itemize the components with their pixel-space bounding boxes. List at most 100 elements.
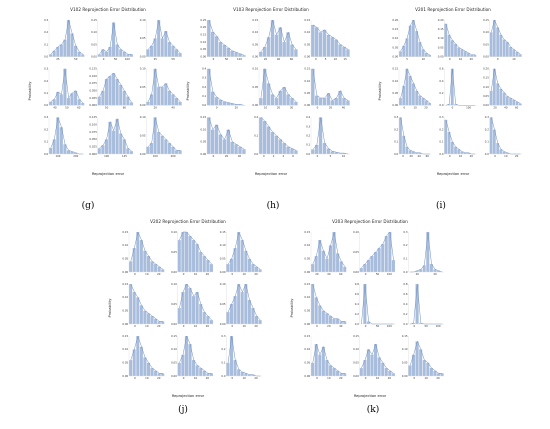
histogram-bar [139,346,144,377]
histogram-bar [398,51,403,57]
chart-panel-5: V203 Reprojection Error Distribution Prob… [290,219,444,398]
x-tick-label: 100 [466,106,471,110]
histogram-bar [322,29,327,57]
density-curve [312,68,349,101]
histogram-bar [408,75,412,106]
y-axis-label: Probability [28,81,32,101]
histogram-bar [202,311,207,325]
density-curve [147,117,181,151]
x-tick-label: 50 [225,57,229,61]
y-tick-label: 0.00 [252,103,258,107]
y-tick-label: 0.0 [44,152,48,156]
histogram-bar [330,100,335,106]
x-tick-label: 0 [183,324,185,328]
histogram-bar [330,37,335,57]
histogram-bar [314,343,318,377]
x-tick-label: 0 [231,272,233,276]
histogram-bar [418,95,422,106]
histogram-bar [167,41,172,57]
histogram-bar [218,99,223,106]
y-tick-label: 0.15 [200,115,206,119]
y-tick-label: 0.8 [403,282,407,286]
histogram-bar [499,34,503,57]
histogram-bar [318,32,323,57]
histogram-bar [48,101,53,106]
histogram-bar [310,362,315,377]
x-tick-label: 20 [339,376,343,380]
y-tick-label: 0.10 [304,30,310,34]
histogram-bar [177,362,182,377]
histogram-bar [457,47,461,57]
subplot-9: 0.0 0.1 0.2 0.3 0 10 20 [221,334,262,380]
subplot-5: 0.00 0.05 0.10 10 20 30 [252,67,298,110]
x-axis-label: Reprojection error [172,394,205,398]
x-tick-label: 10 [376,376,380,380]
histogram-bar [244,250,248,273]
x-tick-label: 0 [494,154,496,158]
subplot-8: 0.00 0.05 0.10 0.15 0 10 20 [353,334,396,380]
histogram-bar [108,75,112,106]
histogram-bar [421,97,425,106]
y-tick-label: 0.10 [483,30,489,34]
x-tick-label: 10 [334,57,338,61]
y-tick-label: 0.00 [392,55,398,59]
histogram-bar [339,373,343,377]
chart-title: V203 Reprojection Error Distribution [332,219,408,224]
histogram-bar [111,72,116,106]
histogram-bar [177,307,182,325]
density-curve [50,116,83,155]
y-tick-label: 0.075 [89,130,97,134]
density-curve [147,68,181,102]
x-tick-label: 0 [183,376,185,380]
histogram-bar [258,319,262,325]
y-tick-label: 0.2 [44,79,48,83]
histogram-bar [146,255,151,273]
histogram-bar [153,117,157,155]
y-tick-label: 0.15 [304,18,310,22]
subplot-9: 0.00 0.05 0.10 0.15 0 10 20 [402,334,444,380]
subplot-8: 0.000 0.025 0.050 0.075 0.100 0.125 100 125 [89,115,134,158]
y-tick-label: 0.100 [89,123,97,127]
x-tick-label: 0 [231,324,233,328]
y-tick-label: 0.050 [89,137,97,141]
histogram-bar [97,148,102,155]
y-tick-label: 0.125 [89,115,97,119]
subplot-7: 0.0 0.1 0.2 0.3 100 200 [44,115,85,158]
y-tick-label: 0.05 [200,140,206,144]
subplot-9: 0.0 0.1 0.2 0.3 0 10 20 [485,115,522,158]
histogram-bar [422,265,426,273]
y-tick-label: 0.00 [122,374,128,378]
y-tick-label: 0.10 [220,282,226,286]
y-tick-label: 0.15 [122,334,128,338]
histogram-bar [505,41,509,57]
y-tick-label: 0.20 [438,18,444,22]
y-tick-label: 0.2 [306,134,310,138]
histogram-bar [161,373,165,377]
histogram-bar [210,129,215,155]
x-tick-label: 0 [413,324,415,328]
x-tick-label: 50 [65,106,69,110]
histogram-bar [247,299,252,325]
y-tick-label: 0.05 [438,45,444,49]
x-tick-label: 0 [213,154,215,158]
histogram-bar [373,343,378,377]
density-curve [99,72,132,103]
histogram-bar [325,258,329,273]
histogram-bar [191,239,196,273]
y-tick-label: 0.20 [392,18,398,22]
y-tick-label: 0.05 [392,45,398,49]
histogram-bar [342,46,346,57]
y-tick-label: 0.05 [140,36,146,40]
histogram-bar [346,49,350,57]
y-tick-label: 0.2 [202,85,206,89]
x-tick-label: 10 [145,272,149,276]
histogram-bar [428,102,432,106]
y-tick-label: 0.00 [438,55,444,59]
subplot-7: 0.00 0.05 0.10 0.15 0 10 20 [304,334,347,380]
histogram-bar [139,239,144,273]
density-curve [400,19,430,56]
y-tick-label: 0.2 [221,347,225,351]
y-tick-label: 0.05 [140,134,146,138]
histogram-bar [214,36,219,57]
x-tick-label: 0 [449,154,451,158]
